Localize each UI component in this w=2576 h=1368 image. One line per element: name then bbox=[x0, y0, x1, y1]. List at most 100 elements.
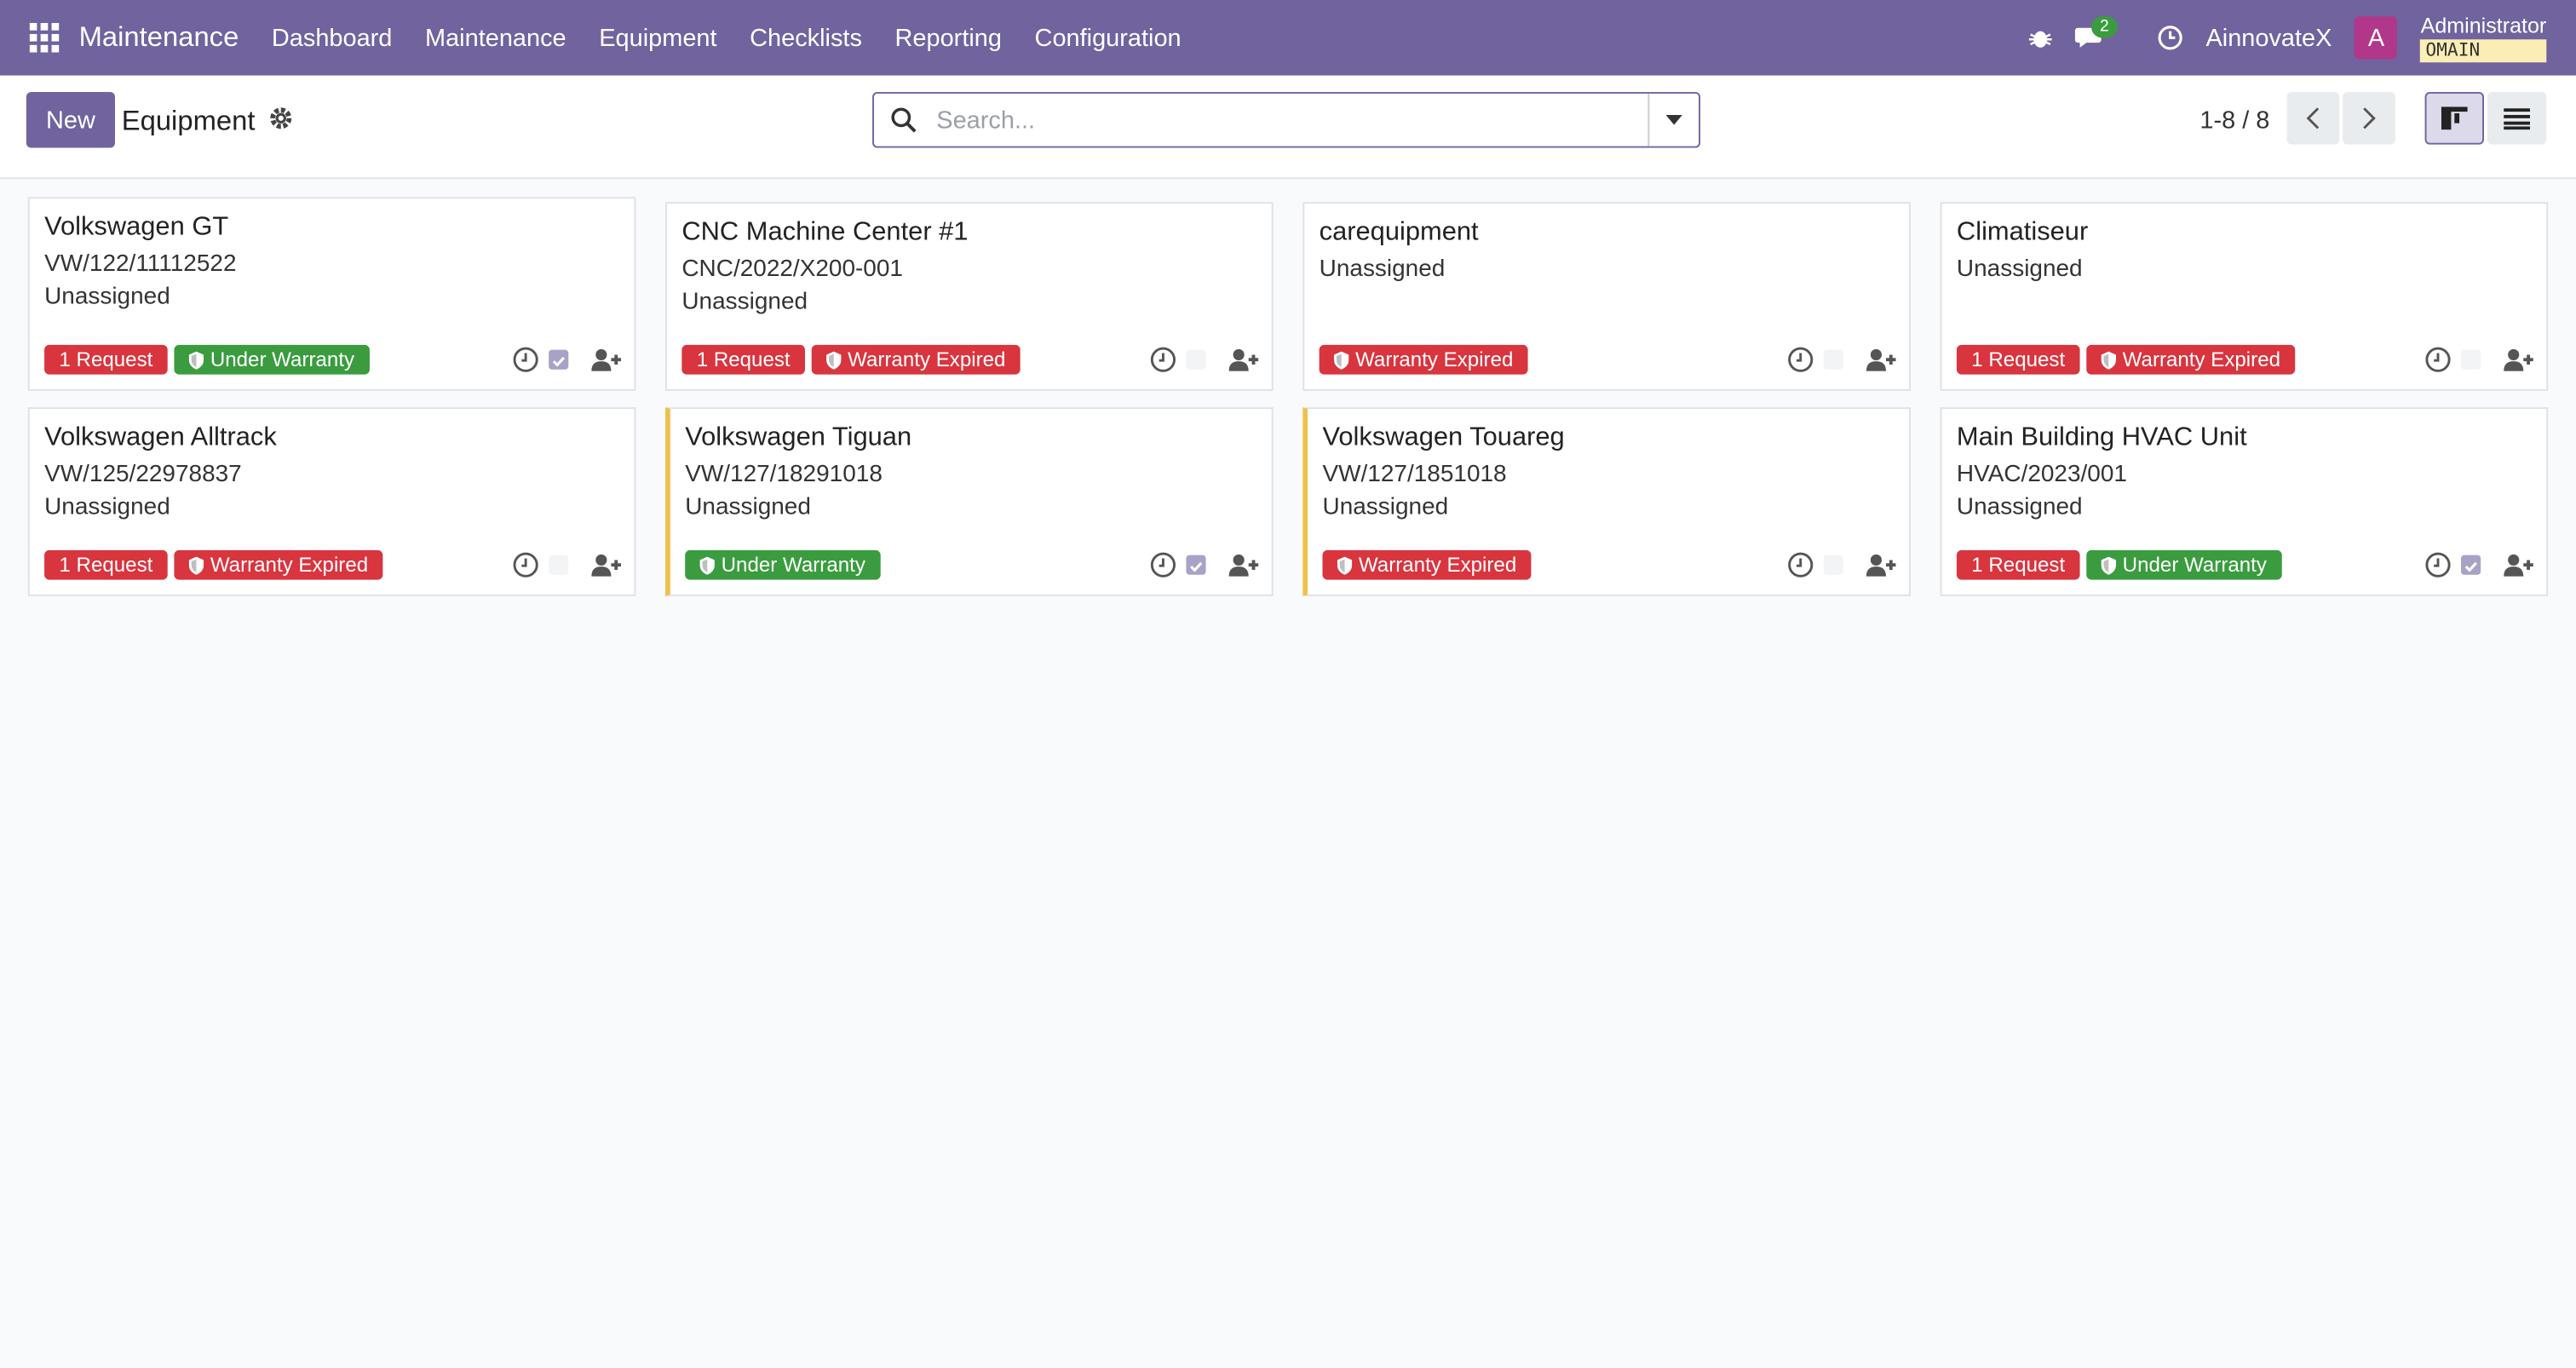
activity-icon[interactable] bbox=[2425, 552, 2452, 578]
activity-icon[interactable] bbox=[2157, 25, 2183, 51]
pager: 1-8 / 8 bbox=[2199, 106, 2270, 135]
assign-icon[interactable] bbox=[591, 348, 621, 371]
equipment-name: CNC Machine Center #1 bbox=[681, 218, 969, 247]
warranty-text: Under Warranty bbox=[210, 348, 355, 371]
shield-icon bbox=[188, 350, 204, 369]
prev-icon bbox=[2306, 107, 2320, 129]
menu-item[interactable]: Dashboard bbox=[271, 23, 393, 52]
check-icon bbox=[2464, 561, 2477, 572]
activity-icon[interactable] bbox=[1787, 552, 1814, 578]
warranty-tag: Warranty Expired bbox=[1319, 344, 1528, 375]
warranty-tag: Warranty Expired bbox=[174, 549, 383, 580]
request-tag: 1 Request bbox=[44, 549, 168, 580]
user-menu[interactable]: Administrator OMAIN bbox=[2420, 12, 2547, 62]
equipment-card[interactable]: Volkswagen Alltrack VW/125/22978837 Unassi… bbox=[27, 407, 636, 596]
request-tag: 1 Request bbox=[681, 344, 805, 375]
card-icons bbox=[1150, 347, 1259, 373]
checkbox[interactable] bbox=[549, 555, 569, 575]
activity-icon[interactable] bbox=[1150, 552, 1176, 578]
assign-icon[interactable] bbox=[591, 554, 621, 577]
activity-icon[interactable] bbox=[1787, 347, 1814, 373]
activity-icon[interactable] bbox=[513, 552, 539, 578]
assign-icon[interactable] bbox=[1228, 348, 1259, 371]
warranty-text: Warranty Expired bbox=[1355, 348, 1514, 371]
menu: Dashboard Maintenance Equipment Checklists R… bbox=[256, 24, 1198, 52]
equipment-card[interactable]: Main Building HVAC Unit HVAC/2023/001 Unas… bbox=[1940, 407, 2549, 596]
avatar[interactable]: A bbox=[2355, 16, 2398, 60]
messages[interactable]: 2 bbox=[2075, 15, 2134, 51]
tags: 1 Request Warranty Expired bbox=[681, 344, 1021, 375]
apps-icon[interactable] bbox=[29, 22, 60, 53]
gear-icon[interactable] bbox=[269, 106, 292, 129]
assign-icon[interactable] bbox=[2504, 554, 2533, 577]
pager-next[interactable] bbox=[2343, 91, 2395, 145]
check-icon bbox=[1190, 561, 1203, 572]
equipment-card[interactable]: Volkswagen Touareg VW/127/1851018 Unassign… bbox=[1302, 407, 1911, 596]
warranty-tag: Warranty Expired bbox=[2086, 344, 2296, 375]
kanban-view[interactable] bbox=[2424, 91, 2484, 145]
list-view[interactable] bbox=[2487, 91, 2547, 145]
assignee: Unassigned bbox=[1956, 256, 2083, 283]
checkbox[interactable] bbox=[1823, 555, 1843, 575]
checkbox[interactable] bbox=[2460, 349, 2481, 370]
checkbox[interactable] bbox=[2460, 555, 2481, 575]
warranty-tag: Warranty Expired bbox=[1322, 549, 1532, 580]
user-name: Administrator bbox=[2420, 12, 2547, 37]
equipment-name: Volkswagen Touareg bbox=[1322, 423, 1565, 452]
equipment-card[interactable]: Volkswagen GT VW/122/11112522 Unassigned 1 … bbox=[27, 197, 636, 391]
checkbox[interactable] bbox=[1823, 349, 1843, 370]
card-icons bbox=[513, 347, 621, 373]
equipment-card[interactable]: CNC Machine Center #1 CNC/2022/X200-001 Un… bbox=[665, 202, 1274, 391]
assign-icon[interactable] bbox=[1228, 554, 1259, 577]
request-tag: 1 Request bbox=[1956, 344, 2080, 375]
assignee: Unassigned bbox=[685, 494, 811, 521]
activity-icon[interactable] bbox=[1150, 347, 1176, 373]
checkbox[interactable] bbox=[1186, 555, 1206, 575]
menu-item[interactable]: Configuration bbox=[1034, 23, 1182, 52]
request-tag: 1 Request bbox=[1956, 549, 2080, 580]
equipment-code: HVAC/2023/001 bbox=[1956, 461, 2127, 488]
menu-item[interactable]: Checklists bbox=[750, 23, 862, 52]
app-name[interactable]: Maintenance bbox=[78, 21, 239, 53]
menu-item[interactable]: Maintenance bbox=[424, 23, 566, 52]
equipment-name: carequipment bbox=[1319, 218, 1479, 247]
pager-prev[interactable] bbox=[2286, 91, 2340, 145]
new-button[interactable]: New bbox=[26, 91, 115, 148]
tags: 1 Request Under Warranty bbox=[44, 344, 370, 375]
checkbox[interactable] bbox=[1186, 349, 1206, 370]
activity-icon[interactable] bbox=[513, 347, 539, 373]
assign-icon[interactable] bbox=[2504, 348, 2533, 371]
tags: Warranty Expired bbox=[1319, 344, 1528, 375]
check-icon bbox=[552, 356, 566, 367]
search-box[interactable]: Search... bbox=[872, 91, 1701, 148]
shield-icon bbox=[699, 555, 715, 574]
tags: Under Warranty bbox=[685, 549, 881, 580]
navbar: Maintenance Dashboard Maintenance Equipmen… bbox=[0, 0, 2576, 76]
equipment-card[interactable]: carequipment Unassigned Warranty Expired bbox=[1302, 202, 1911, 391]
warranty-text: Warranty Expired bbox=[848, 348, 1006, 371]
search-placeholder: Search... bbox=[936, 106, 1036, 135]
control-panel: New Equipment Search... 1-8 / 8 bbox=[0, 75, 2576, 180]
assign-icon[interactable] bbox=[1866, 554, 1896, 577]
company[interactable]: AinnovateX bbox=[2205, 23, 2332, 52]
equipment-card[interactable]: Volkswagen Tiguan VW/127/18291018 Unassign… bbox=[665, 407, 1274, 596]
card-icons bbox=[1787, 552, 1896, 578]
assignee: Unassigned bbox=[44, 284, 170, 311]
search-toggle[interactable] bbox=[1647, 93, 1699, 147]
checkbox[interactable] bbox=[549, 349, 569, 370]
activity-icon[interactable] bbox=[2425, 347, 2452, 373]
shield-icon bbox=[2101, 350, 2116, 369]
debug-icon[interactable] bbox=[2029, 26, 2053, 49]
equipment-card[interactable]: Climatiseur Unassigned 1 Request Warranty E… bbox=[1940, 202, 2549, 391]
menu-item[interactable]: Equipment bbox=[599, 23, 717, 52]
assignee: Unassigned bbox=[1322, 494, 1449, 521]
shield-icon bbox=[1333, 350, 1349, 369]
title: Equipment bbox=[121, 105, 256, 137]
tags: Warranty Expired bbox=[1322, 549, 1532, 580]
assign-icon[interactable] bbox=[1866, 348, 1896, 371]
equipment-code: VW/125/22978837 bbox=[44, 461, 242, 488]
tags: 1 Request Under Warranty bbox=[1956, 549, 2282, 580]
card-icons bbox=[513, 552, 621, 578]
shield-icon bbox=[1337, 555, 1353, 574]
menu-item[interactable]: Reporting bbox=[894, 23, 1002, 52]
